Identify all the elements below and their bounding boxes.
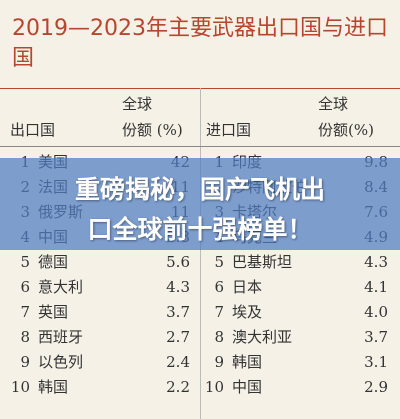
share: 2.2 bbox=[166, 378, 190, 396]
share: 4.3 bbox=[166, 278, 190, 296]
share: 2.4 bbox=[166, 353, 190, 371]
country: 西班牙 bbox=[38, 328, 84, 346]
banner-text: 重磅揭秘，国产飞机出 bbox=[74, 175, 325, 204]
banner bbox=[0, 158, 400, 250]
header: 进口国 bbox=[206, 121, 252, 139]
banner-text: 口全球前十强榜单！ bbox=[87, 215, 313, 244]
country: 德国 bbox=[38, 253, 69, 271]
header: 全球 bbox=[122, 95, 153, 113]
header: 份额 (%) bbox=[122, 121, 183, 139]
country: 韩国 bbox=[232, 353, 263, 371]
country: 澳大利亚 bbox=[232, 328, 293, 346]
share: 3.7 bbox=[364, 328, 388, 346]
rank: 5 bbox=[214, 253, 224, 271]
rank: 6 bbox=[20, 278, 30, 296]
rank: 10 bbox=[10, 378, 30, 396]
country: 以色列 bbox=[38, 353, 84, 371]
share: 4.0 bbox=[364, 303, 388, 321]
header: 全球 bbox=[318, 95, 349, 113]
header: 出口国 bbox=[10, 121, 56, 139]
rank: 10 bbox=[204, 378, 224, 396]
rank: 9 bbox=[214, 353, 224, 371]
rule bbox=[0, 146, 400, 147]
country: 英国 bbox=[38, 303, 69, 321]
rank: 8 bbox=[214, 328, 224, 346]
rank: 7 bbox=[214, 303, 224, 321]
share: 4.1 bbox=[364, 278, 388, 296]
share: 3.7 bbox=[166, 303, 190, 321]
share: 2.7 bbox=[166, 328, 190, 346]
share: 5.6 bbox=[166, 253, 190, 271]
country: 日本 bbox=[232, 278, 263, 296]
share: 4.3 bbox=[364, 253, 388, 271]
share: 3.1 bbox=[364, 353, 388, 371]
country: 埃及 bbox=[232, 303, 263, 321]
divider bbox=[200, 88, 201, 419]
country: 中国 bbox=[232, 378, 263, 396]
rank: 9 bbox=[20, 353, 30, 371]
rank: 6 bbox=[214, 278, 224, 296]
country: 意大利 bbox=[38, 278, 84, 296]
rank: 8 bbox=[20, 328, 30, 346]
country: 巴基斯坦 bbox=[232, 253, 293, 271]
header: 份额(%) bbox=[318, 121, 374, 139]
rank: 5 bbox=[20, 253, 30, 271]
rank: 7 bbox=[20, 303, 30, 321]
country: 韩国 bbox=[38, 378, 69, 396]
title: 2019—2023年主要武器出口国与进口国 bbox=[12, 16, 388, 71]
share: 2.9 bbox=[364, 378, 388, 396]
